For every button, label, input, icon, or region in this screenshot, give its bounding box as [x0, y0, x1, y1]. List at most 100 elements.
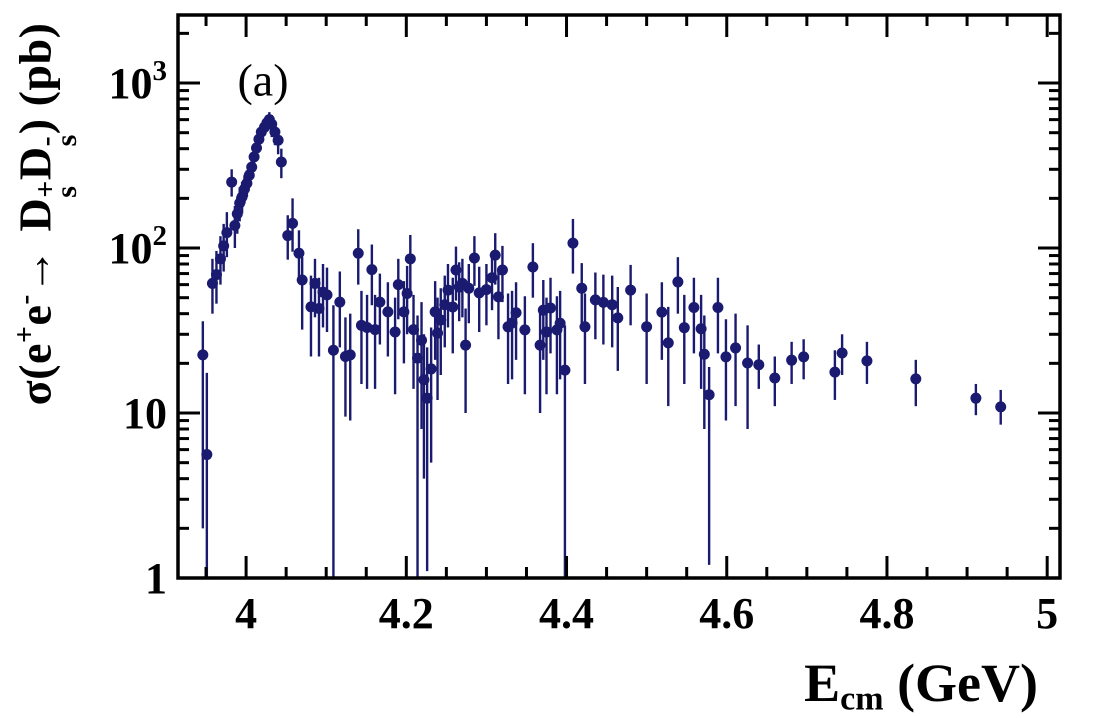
data-point [492, 291, 504, 303]
data-point [352, 247, 364, 259]
data-point [541, 326, 553, 338]
data-point [534, 339, 546, 351]
data-point [460, 339, 472, 351]
data-point [695, 323, 707, 335]
data-point [836, 347, 848, 359]
data-point [450, 264, 462, 276]
data-point [786, 354, 798, 366]
data-point [576, 282, 588, 294]
data-point [486, 272, 498, 284]
data-point [421, 392, 433, 404]
data-point [753, 359, 765, 371]
data-point [197, 349, 209, 361]
data-point [344, 349, 356, 361]
data-point [221, 227, 233, 239]
data-point [210, 269, 222, 281]
data-point [698, 348, 710, 360]
data-point [231, 208, 243, 220]
data-point [496, 264, 508, 276]
data-point [246, 161, 258, 173]
y-tick-label: 10 [123, 389, 167, 438]
data-point [404, 253, 416, 265]
y-title-e2: e [9, 304, 61, 326]
data-point [861, 355, 873, 367]
data-point [408, 324, 420, 336]
data-point [720, 351, 732, 363]
data-point [554, 317, 566, 329]
data-point [248, 151, 260, 163]
data-point [447, 301, 459, 313]
data-point [435, 314, 447, 326]
data-point [201, 449, 213, 461]
data-point [712, 301, 724, 313]
x-tick-label: 4.8 [859, 589, 914, 638]
data-point [398, 306, 410, 318]
data-point [382, 306, 394, 318]
ds2-sub: s [50, 134, 84, 147]
data-point [206, 277, 218, 289]
data-point [275, 156, 287, 168]
data-point [489, 249, 501, 261]
data-point [606, 299, 618, 311]
data-point [597, 296, 609, 308]
data-point [527, 261, 539, 273]
x-tick-label: 4 [235, 589, 257, 638]
data-point [309, 277, 321, 289]
ds1-sub: s [50, 185, 84, 198]
data-point [392, 279, 404, 291]
data-point [995, 401, 1007, 413]
data-point [742, 357, 754, 369]
x-title-sub: cm [840, 680, 884, 718]
data-point [678, 322, 690, 334]
x-title-rest: (GeV) [883, 653, 1038, 713]
data-point [625, 284, 637, 296]
data-point [910, 373, 922, 385]
data-point [269, 126, 281, 138]
data-point [272, 134, 284, 146]
data-point [769, 372, 781, 384]
x-tick-label: 4.2 [379, 589, 434, 638]
ds1-scripts: + s [29, 180, 84, 198]
data-point [463, 282, 475, 294]
data-point [366, 264, 378, 276]
data-point [688, 301, 700, 313]
data-point [510, 307, 522, 319]
data-point [369, 324, 381, 336]
y-axis-title: σ(e+e-→D + s D - s) (pb) [8, 22, 84, 406]
data-point [389, 326, 401, 338]
data-point [468, 252, 480, 264]
y-tick-label: 103 [109, 55, 168, 108]
data-point [506, 317, 518, 329]
data-point [226, 176, 238, 188]
data-point [218, 240, 230, 252]
data-point [970, 392, 982, 404]
data-point [296, 274, 308, 286]
x-tick-label: 5 [1036, 589, 1058, 638]
data-point [641, 321, 653, 333]
data-point [425, 363, 437, 375]
data-point [416, 334, 428, 346]
data-point [567, 237, 579, 249]
data-point [798, 351, 810, 363]
data-point [282, 230, 294, 242]
data-point [214, 253, 226, 265]
data-point [321, 289, 333, 301]
data-point [327, 344, 339, 356]
y-title-eplus-sup: + [8, 325, 42, 344]
panel-label: (a) [237, 54, 289, 106]
data-point [334, 296, 346, 308]
data-point [662, 337, 674, 349]
data-point [703, 389, 715, 401]
data-point [545, 302, 557, 314]
y-title-ds2: D [9, 146, 61, 181]
y-tick-label: 1 [145, 554, 167, 603]
data-point [251, 142, 263, 154]
x-tick-label: 4.4 [539, 589, 594, 638]
y-title-suffix: ) (pb) [9, 22, 61, 135]
data-point [401, 288, 413, 300]
data-point [579, 321, 591, 333]
data-point [412, 352, 424, 364]
y-tick-label: 102 [109, 220, 168, 273]
x-axis-title: Ecm (GeV) [804, 652, 1038, 718]
x-title-main: E [804, 653, 841, 713]
